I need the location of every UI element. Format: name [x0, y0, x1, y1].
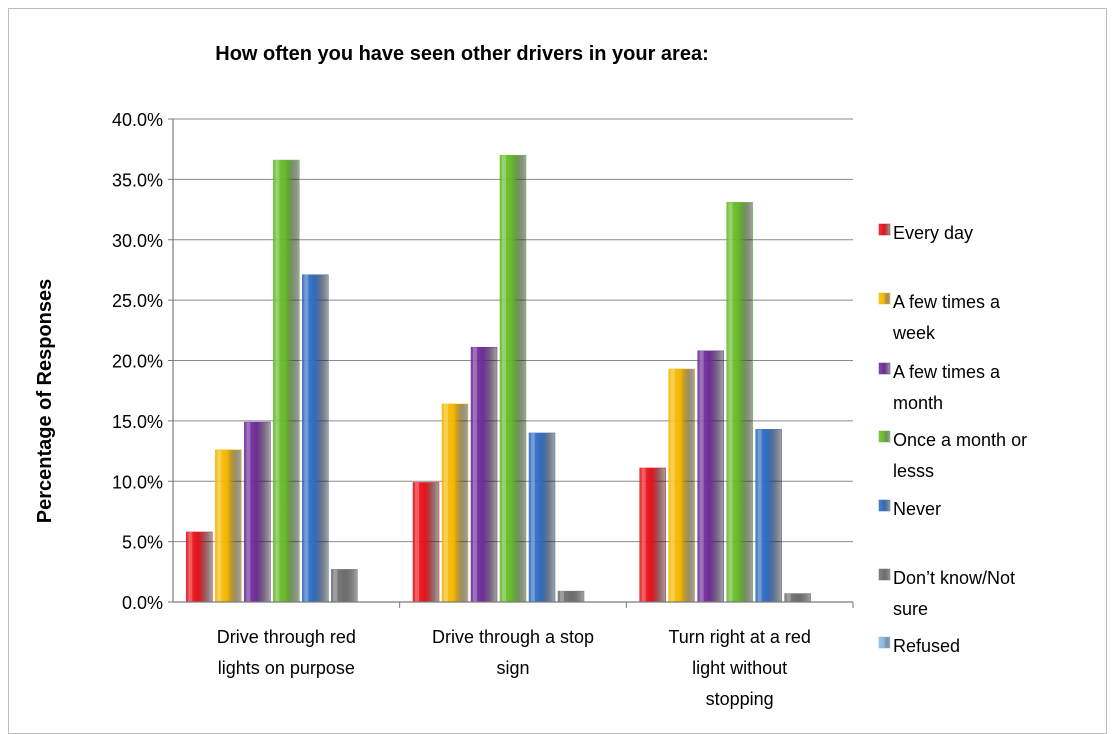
bar-highlight [333, 569, 338, 602]
bar-every-day-2 [639, 467, 666, 603]
bar-highlight [304, 274, 309, 602]
x-tick-label: Drive through red [217, 627, 356, 647]
bar-every-day-1 [412, 482, 440, 603]
legend-label: A few times a [893, 292, 1001, 312]
bar-highlight [502, 155, 506, 602]
bar-highlight [188, 531, 193, 602]
bar-highlight [444, 403, 448, 602]
y-tick-label: 5.0% [122, 533, 163, 553]
bar-highlight [641, 467, 646, 602]
legend-swatch [878, 292, 891, 305]
legend-swatch [878, 430, 891, 443]
bar-don-t-know-not-sure-0 [331, 569, 358, 603]
legend-swatch [878, 636, 891, 649]
bar-highlight [560, 591, 564, 602]
y-tick-label: 0.0% [122, 593, 163, 613]
x-tick-label: stopping [706, 689, 774, 709]
legend-label: A few times a [893, 362, 1001, 382]
bar-a-few-times-a-week-2 [668, 368, 695, 603]
x-tick-label: Turn right at a red [668, 627, 810, 647]
bar-never-2 [755, 429, 782, 603]
bar-once-a-month-or-lesss-1 [499, 154, 527, 603]
legend-label: Once a month or [893, 430, 1027, 450]
bar-highlight [728, 202, 733, 602]
bar-once-a-month-or-lesss-2 [726, 202, 753, 603]
legend-label: week [892, 323, 936, 343]
bar-highlight [473, 347, 477, 602]
legend-label: Every day [893, 223, 973, 243]
legend-label: Never [893, 499, 941, 519]
y-tick-label: 10.0% [112, 472, 163, 492]
legend-swatch [878, 568, 891, 581]
bar-highlight [246, 422, 251, 602]
bar-highlight [531, 432, 535, 602]
bar-highlight [670, 368, 675, 602]
bar-highlight [275, 160, 280, 602]
chart-frame [8, 8, 1107, 734]
legend-label: month [893, 393, 943, 413]
legend-swatch [878, 362, 891, 375]
y-tick-label: 15.0% [112, 412, 163, 432]
bar-a-few-times-a-week-1 [441, 403, 469, 603]
bar-a-few-times-a-month-1 [470, 346, 498, 603]
legend-swatch [878, 499, 891, 512]
y-axis-label: Percentage of Responses [34, 279, 56, 524]
legend-label: Refused [893, 636, 960, 656]
y-tick-label: 30.0% [112, 231, 163, 251]
bar-highlight [217, 449, 222, 602]
y-tick-label: 35.0% [112, 170, 163, 190]
bar-highlight [786, 593, 791, 602]
x-tick-label: Drive through a stop [432, 627, 594, 647]
legend-label: lesss [893, 461, 934, 481]
x-tick-label: light without [692, 658, 787, 678]
x-tick-label: sign [496, 658, 529, 678]
x-tick-label: lights on purpose [218, 658, 355, 678]
bar-a-few-times-a-month-2 [697, 350, 724, 603]
bar-highlight [415, 482, 419, 602]
y-tick-label: 20.0% [112, 352, 163, 372]
bar-highlight [757, 429, 762, 602]
y-tick-label: 25.0% [112, 291, 163, 311]
legend-label: Don’t know/Not [893, 568, 1015, 588]
chart-title: How often you have seen other drivers in… [215, 43, 708, 65]
bar-never-0 [302, 274, 329, 603]
y-tick-label: 40.0% [112, 110, 163, 130]
bar-never-1 [528, 432, 556, 603]
bar-highlight [699, 350, 704, 602]
legend-swatch [878, 223, 891, 236]
legend-label: sure [893, 599, 928, 619]
